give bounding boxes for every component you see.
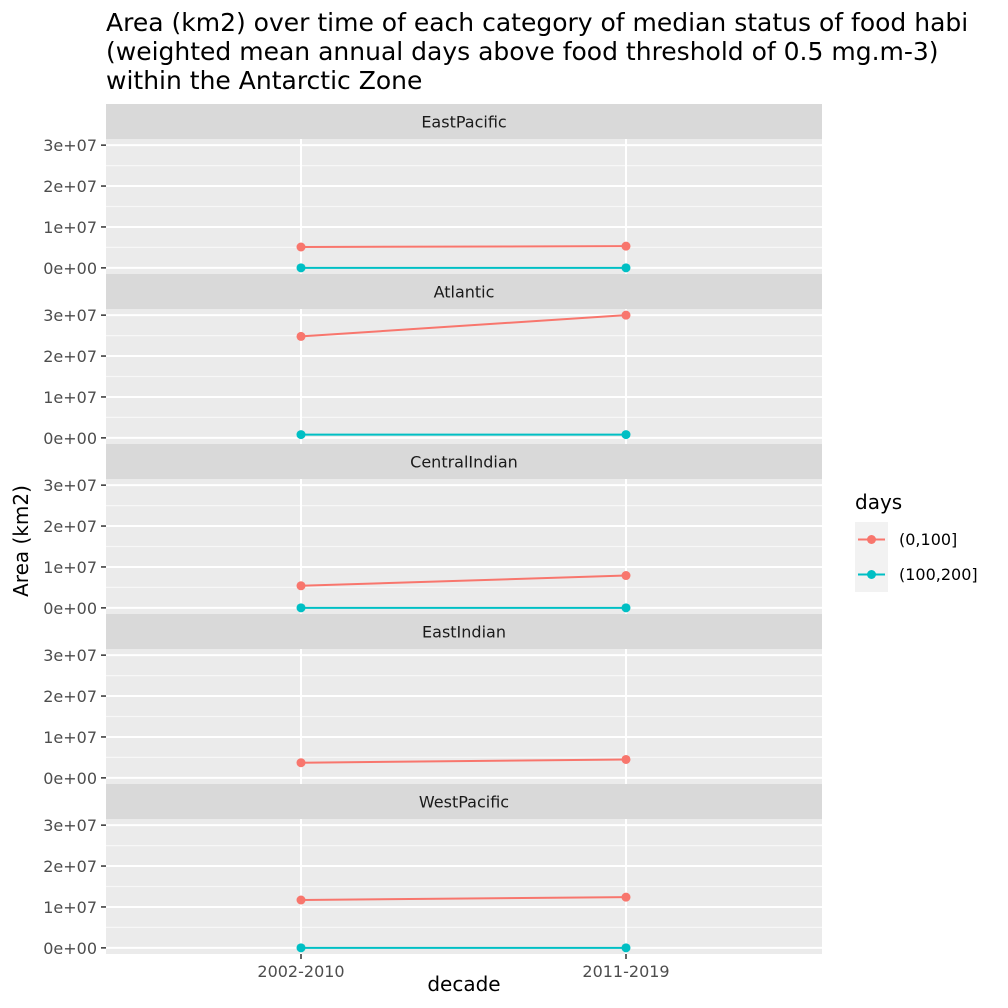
data-point (296, 242, 306, 252)
data-point (621, 754, 631, 764)
x-axis-title: decade (427, 972, 500, 996)
series-line (300, 896, 627, 901)
series-line (300, 245, 627, 248)
y-tick-label: 2e+07 (43, 177, 97, 196)
legend-title: days (855, 490, 902, 514)
y-tick-label: 2e+07 (43, 517, 97, 536)
y-tick-label: 3e+07 (43, 816, 97, 835)
data-point (621, 603, 631, 613)
data-point (296, 430, 306, 440)
y-tick-label: 0e+00 (43, 939, 97, 958)
facet-strip (106, 274, 822, 309)
facet-strip (106, 104, 822, 139)
data-point (296, 263, 306, 273)
data-point (296, 758, 306, 768)
y-tick-label: 2e+07 (43, 687, 97, 706)
data-point (621, 892, 631, 902)
y-tick-label: 3e+07 (43, 136, 97, 155)
x-tick-label: 2011-2019 (582, 962, 669, 981)
legend-key-point (867, 535, 876, 544)
y-tick-label: 0e+00 (43, 259, 97, 278)
legend-label: (100,200] (899, 565, 978, 584)
y-tick-label: 0e+00 (43, 429, 97, 448)
data-point (621, 310, 631, 320)
facet-strip (106, 444, 822, 479)
chart-title-line: Area (km2) over time of each category of… (106, 8, 968, 37)
data-point (296, 603, 306, 613)
y-tick-label: 3e+07 (43, 476, 97, 495)
y-tick-label: 1e+07 (43, 898, 97, 917)
y-tick-label: 0e+00 (43, 599, 97, 618)
facet-strip (106, 614, 822, 649)
facet-label: EastIndian (422, 623, 506, 642)
facet-label: WestPacific (419, 793, 509, 812)
y-tick-label: 1e+07 (43, 218, 97, 237)
legend-key-point (867, 570, 876, 579)
chart-title-line: (weighted mean annual days above food th… (106, 37, 939, 66)
data-point (296, 331, 306, 341)
chart-title-line: within the Antarctic Zone (106, 66, 422, 95)
legend-label: (0,100] (899, 530, 957, 549)
facet-label: CentralIndian (410, 453, 518, 472)
data-point (621, 263, 631, 273)
data-point (296, 581, 306, 591)
series-line (300, 314, 627, 338)
facet-label: EastPacific (421, 113, 506, 132)
y-tick-label: 0e+00 (43, 769, 97, 788)
data-point (621, 430, 631, 440)
series-line (300, 758, 627, 764)
y-tick-label: 1e+07 (43, 388, 97, 407)
facet-label: Atlantic (434, 283, 495, 302)
data-point (296, 943, 306, 953)
facet-strip (106, 784, 822, 819)
y-tick-label: 2e+07 (43, 347, 97, 366)
y-tick-label: 1e+07 (43, 558, 97, 577)
y-tick-label: 3e+07 (43, 306, 97, 325)
x-tick-label: 2002-2010 (257, 962, 344, 981)
y-tick-label: 1e+07 (43, 728, 97, 747)
data-point (621, 241, 631, 251)
y-tick-label: 2e+07 (43, 857, 97, 876)
series-line (300, 574, 627, 587)
data-point (621, 571, 631, 581)
y-axis-title: Area (km2) (9, 485, 33, 597)
data-point (621, 943, 631, 953)
data-point (296, 895, 306, 905)
y-tick-label: 3e+07 (43, 646, 97, 665)
